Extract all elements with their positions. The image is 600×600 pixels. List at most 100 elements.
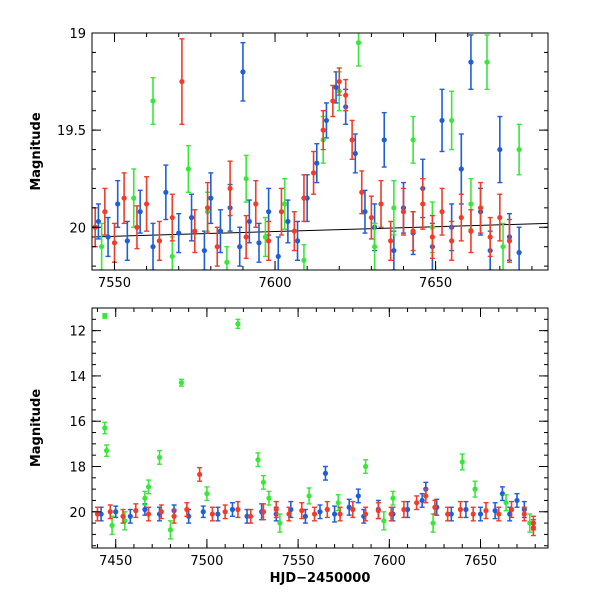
data-point: [323, 117, 330, 124]
data-point: [156, 454, 163, 461]
data-point: [121, 195, 127, 201]
data-point: [483, 508, 489, 514]
data-point: [516, 249, 522, 256]
data-point: [214, 244, 220, 250]
data-point: [299, 508, 305, 514]
top-plot-area: [92, 33, 548, 270]
data-point: [468, 59, 474, 65]
data-point: [208, 195, 214, 201]
bottom-series-2: [94, 466, 537, 537]
data-point: [390, 495, 396, 501]
data-point: [260, 509, 267, 515]
data-point: [470, 511, 476, 517]
top-axes-frame: [91, 32, 549, 271]
data-point: [449, 238, 455, 244]
data-point: [248, 513, 254, 519]
x-tick-label: 7550: [98, 276, 131, 291]
data-point: [350, 506, 356, 513]
data-point: [273, 506, 279, 513]
y-tick-label: 19.5: [57, 124, 86, 139]
top-ticks: 7550 7600 7650 19 19.5 20: [57, 27, 548, 291]
data-point: [98, 511, 104, 517]
bottom-y-axis-label: Magnitude: [29, 389, 44, 468]
data-point: [275, 253, 281, 260]
data-point: [355, 493, 361, 499]
data-point: [514, 497, 520, 504]
data-point: [185, 166, 191, 172]
x-tick-label: 7450: [99, 554, 132, 569]
data-point: [102, 313, 108, 319]
data-point: [381, 518, 387, 524]
data-point: [311, 511, 318, 517]
data-point: [197, 471, 203, 478]
data-point: [133, 508, 139, 514]
data-point: [400, 209, 407, 215]
data-point: [419, 497, 425, 504]
bottom-series-0: [98, 465, 527, 524]
data-point: [324, 506, 330, 513]
data-point: [506, 238, 513, 244]
data-point: [500, 244, 506, 250]
data-point: [143, 201, 150, 207]
data-point: [420, 201, 426, 207]
data-point: [432, 504, 438, 510]
data-point: [371, 244, 378, 250]
data-point: [336, 78, 342, 85]
data-point: [343, 92, 349, 98]
data-point: [359, 189, 365, 195]
data-point: [124, 238, 130, 244]
data-point: [107, 509, 113, 515]
data-point: [492, 508, 498, 514]
data-point: [156, 238, 163, 244]
data-point: [209, 511, 215, 517]
data-point: [192, 228, 198, 234]
data-point: [363, 463, 369, 470]
x-tick-label: 7650: [464, 554, 497, 569]
bottom-axes-frame: [91, 307, 549, 549]
data-point: [163, 189, 169, 195]
data-point: [243, 234, 249, 240]
bottom-ticks: 7450 7500 7550 7600 7650 12 14 16 18 20: [69, 307, 548, 569]
data-point: [99, 244, 105, 250]
y-tick-label: 16: [69, 415, 86, 430]
data-point: [256, 240, 262, 246]
data-point: [150, 98, 156, 104]
data-point: [349, 137, 355, 143]
data-point: [401, 506, 407, 513]
data-point: [363, 511, 369, 517]
data-point: [410, 228, 416, 234]
top-series-1: [99, 33, 522, 270]
data-point: [286, 511, 292, 517]
data-point: [487, 234, 493, 240]
data-point: [459, 459, 465, 465]
data-point: [137, 209, 143, 215]
y-tick-label: 20: [69, 506, 86, 521]
data-point: [391, 205, 397, 211]
data-point: [391, 247, 397, 254]
bottom-panel: 7450 7500 7550 7600 7650 12 14 16 18 20 Magnitude…: [29, 307, 549, 586]
data-point: [375, 508, 381, 514]
data-point: [145, 511, 152, 517]
data-point: [468, 228, 474, 234]
data-point: [477, 511, 484, 517]
bottom-x-axis-label: HJD−2450000: [270, 571, 371, 586]
data-point: [477, 205, 484, 211]
data-point: [278, 209, 285, 215]
top-panel: 7550 7600 7650 19 19.5 20 Magnitude: [29, 27, 549, 291]
data-point: [176, 230, 182, 236]
bottom-series-1: [102, 312, 533, 540]
data-point: [458, 166, 464, 172]
data-point: [184, 506, 190, 513]
data-point: [496, 511, 502, 517]
x-tick-label: 7600: [373, 554, 406, 569]
data-point: [260, 479, 267, 485]
data-point: [423, 493, 429, 499]
data-point: [158, 509, 164, 515]
data-point: [508, 506, 515, 513]
data-point: [521, 511, 527, 517]
data-point: [337, 511, 343, 517]
data-point: [253, 201, 259, 207]
data-point: [429, 234, 435, 240]
y-tick-label: 20: [69, 221, 86, 236]
